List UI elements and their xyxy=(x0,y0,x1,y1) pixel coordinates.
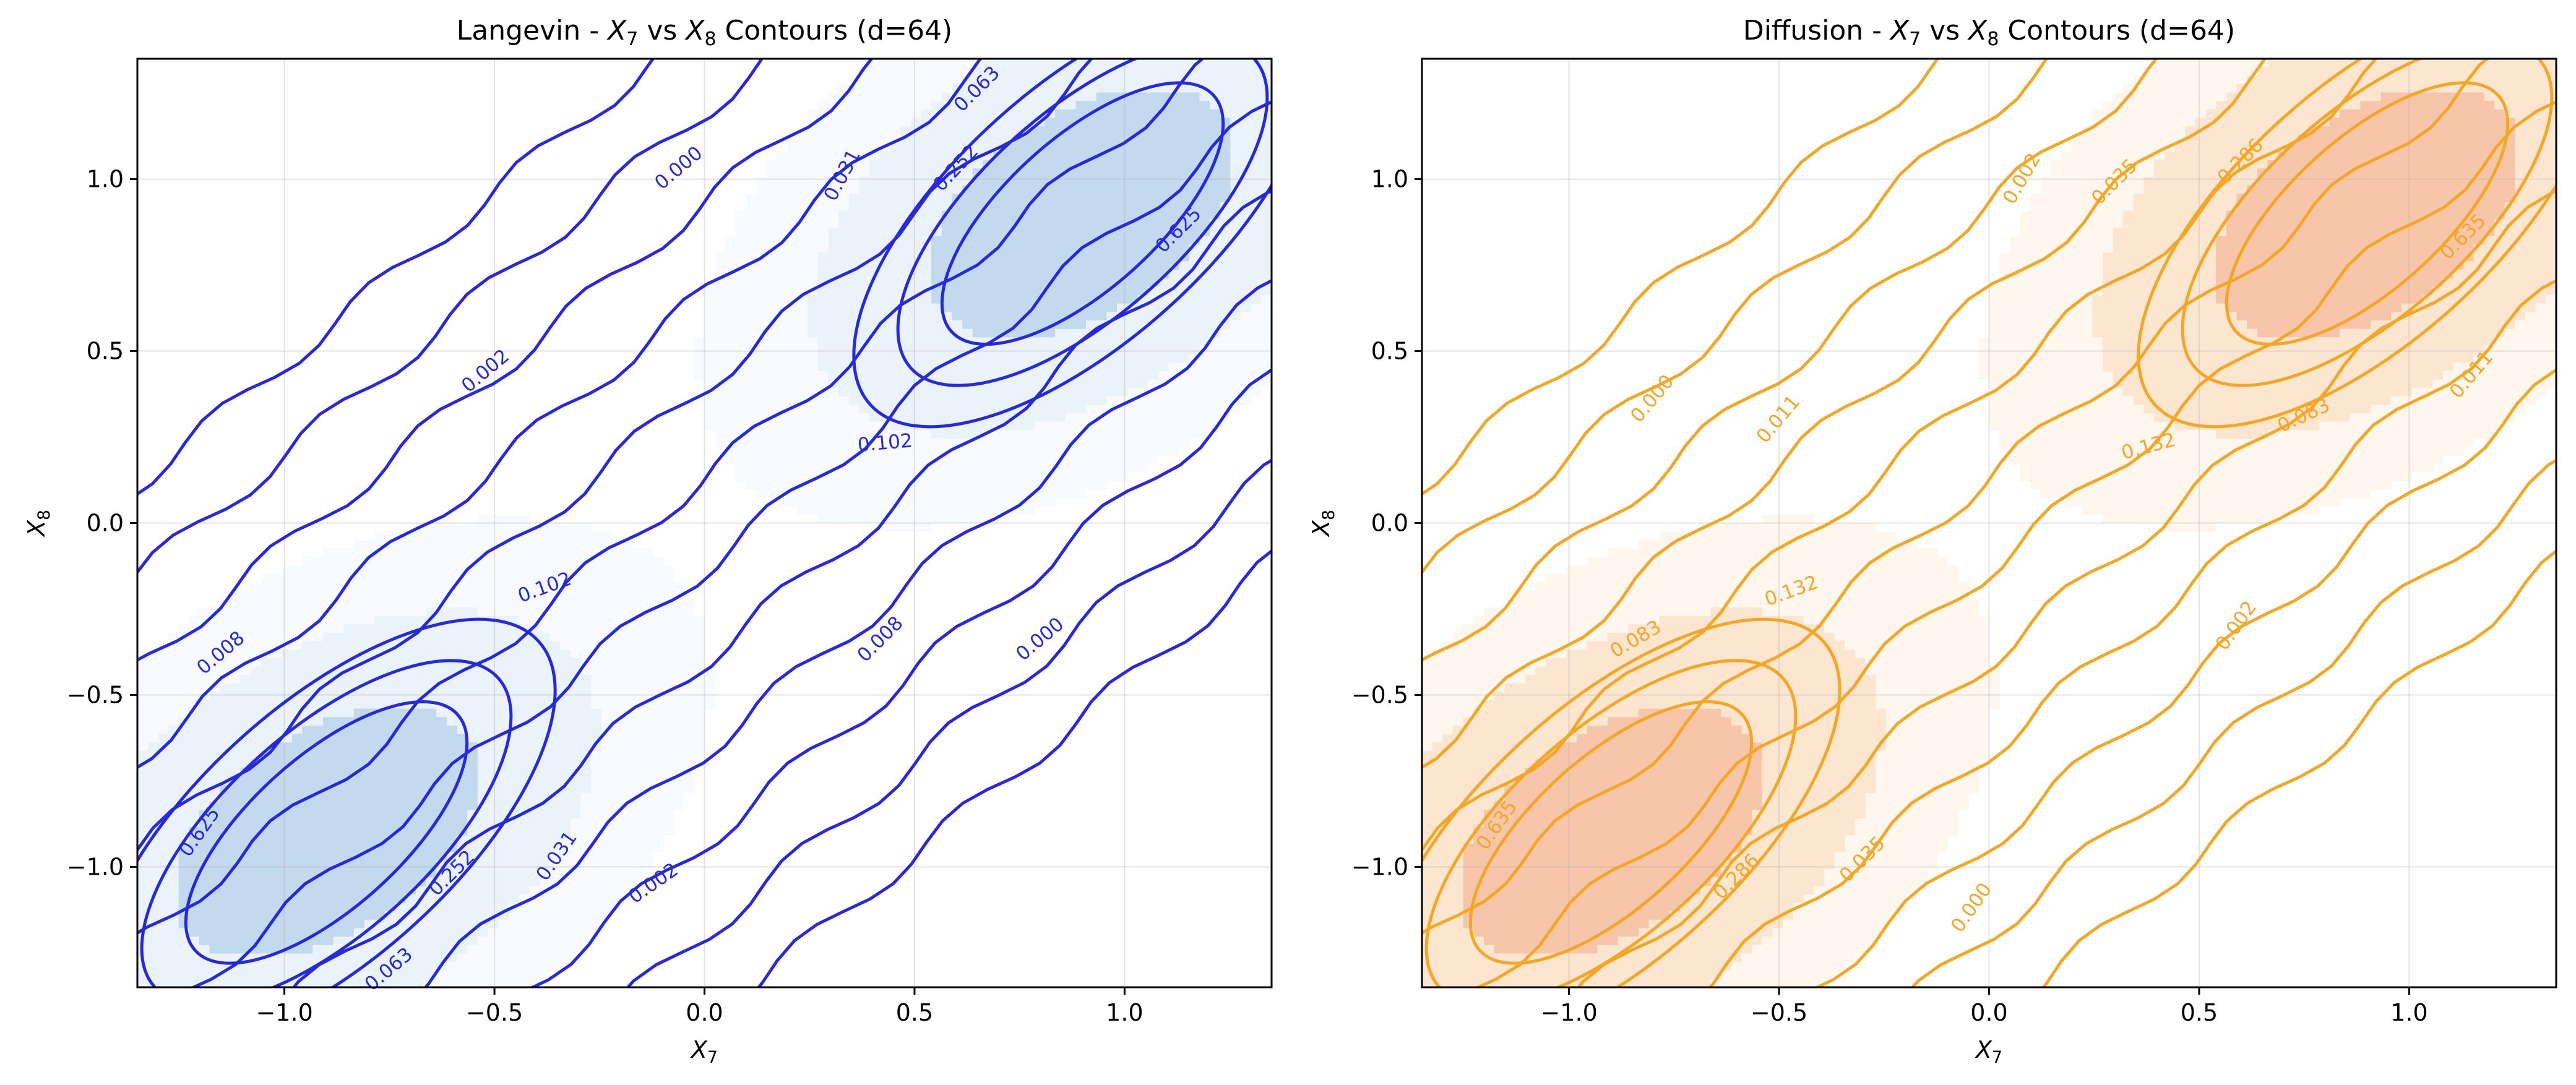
langevin-contour-panel: 0.000 0.0310.0630.2520.6250.0020.1020.102… xyxy=(23,15,1273,1067)
contour-lines xyxy=(1422,59,2556,987)
y-axis-label: X8 xyxy=(1307,510,1338,538)
contour-line-0.002 xyxy=(137,59,764,575)
y-tick-label: 0.0 xyxy=(87,510,124,537)
contour-line-0.008 xyxy=(529,367,1272,987)
x-tick-label: −0.5 xyxy=(1751,999,1807,1026)
contour-line-0.102 xyxy=(137,617,557,987)
x-axis-label: X7 xyxy=(690,1036,718,1067)
contour-line-0.063 xyxy=(137,59,1094,853)
contour-line-0.000 xyxy=(137,59,655,496)
contour-line-0.102 xyxy=(137,59,1205,935)
y-tick-label: 0.5 xyxy=(1371,338,1408,365)
contour-line-0.035 xyxy=(1422,59,2268,770)
chart-title: Langevin - X7 vs X8 Contours (d=64) xyxy=(457,15,953,50)
y-tick-label: −0.5 xyxy=(1351,681,1408,708)
x-tick-label: −1.0 xyxy=(256,999,312,1026)
contour-line-0.002 xyxy=(1910,458,2556,987)
y-tick-label: 0.0 xyxy=(1371,510,1408,537)
contour-line-0.635 xyxy=(2225,81,2510,346)
contour-line-0.083 xyxy=(1422,59,2379,853)
y-axis-label: X8 xyxy=(23,510,54,538)
contour-line-0.102 xyxy=(852,59,1272,429)
contour-line-0.625 xyxy=(184,700,469,965)
y-tick-label: 0.5 xyxy=(87,338,124,365)
x-tick-label: 1.0 xyxy=(1106,999,1143,1026)
y-tick-label: −1.0 xyxy=(1351,853,1408,880)
contour-line-0.132 xyxy=(2137,59,2556,429)
contour-line-0.063 xyxy=(291,189,1272,987)
contour-line-0.000 xyxy=(2041,549,2556,987)
x-tick-label: −1.0 xyxy=(1540,999,1597,1026)
y-tick-label: 1.0 xyxy=(87,166,124,193)
contour-line-0.035 xyxy=(1708,278,2556,987)
contour-line-0.132 xyxy=(1422,59,2490,935)
x-tick-label: 1.0 xyxy=(2390,999,2427,1026)
y-tick-label: −1.0 xyxy=(67,853,124,880)
x-tick-label: 0.0 xyxy=(686,999,723,1026)
contour-line-0.002 xyxy=(626,458,1272,987)
contour-line-0.083 xyxy=(1576,189,2556,987)
ticks: −1.0 −0.5 0.0 0.5 1.0 −1.0 −0.5 0.0 0.5 1.0 xyxy=(67,166,1144,1026)
contour-line-0.031 xyxy=(137,59,983,770)
ticks: −1.0 −0.5 0.0 0.5 1.0 −1.0 −0.5 0.0 0.5 1.0 xyxy=(1351,166,2428,1026)
chart-title: Diffusion - X7 vs X8 Contours (d=64) xyxy=(1743,15,2235,50)
contour-line-0.132 xyxy=(1474,100,2556,987)
y-tick-label: −0.5 xyxy=(67,681,124,708)
contour-line-0.000 xyxy=(1422,59,1940,496)
contour-line-0.132 xyxy=(1422,617,1842,987)
y-tick-label: 1.0 xyxy=(1371,166,1408,193)
contour-line-0.625 xyxy=(940,81,1225,346)
contour-label: 0.102 xyxy=(857,429,914,457)
contour-line-0.011 xyxy=(1422,59,2158,662)
contour-line-0.635 xyxy=(1468,700,1754,965)
contour-line-0.002 xyxy=(1422,59,2049,575)
density-fill xyxy=(137,59,1272,987)
x-tick-label: −0.5 xyxy=(466,999,523,1026)
contour-line-0.031 xyxy=(423,278,1272,987)
x-axis-label: X7 xyxy=(1975,1036,2002,1067)
contour-line-0.000 xyxy=(756,549,1272,987)
contour-line-0.011 xyxy=(1814,367,2556,987)
x-tick-label: 0.5 xyxy=(2181,999,2218,1026)
x-tick-label: 0.0 xyxy=(1970,999,2007,1026)
x-tick-label: 0.5 xyxy=(896,999,933,1026)
contour-line-0.102 xyxy=(189,100,1272,987)
contour-lines xyxy=(137,59,1272,987)
contour-line-0.008 xyxy=(137,59,874,662)
